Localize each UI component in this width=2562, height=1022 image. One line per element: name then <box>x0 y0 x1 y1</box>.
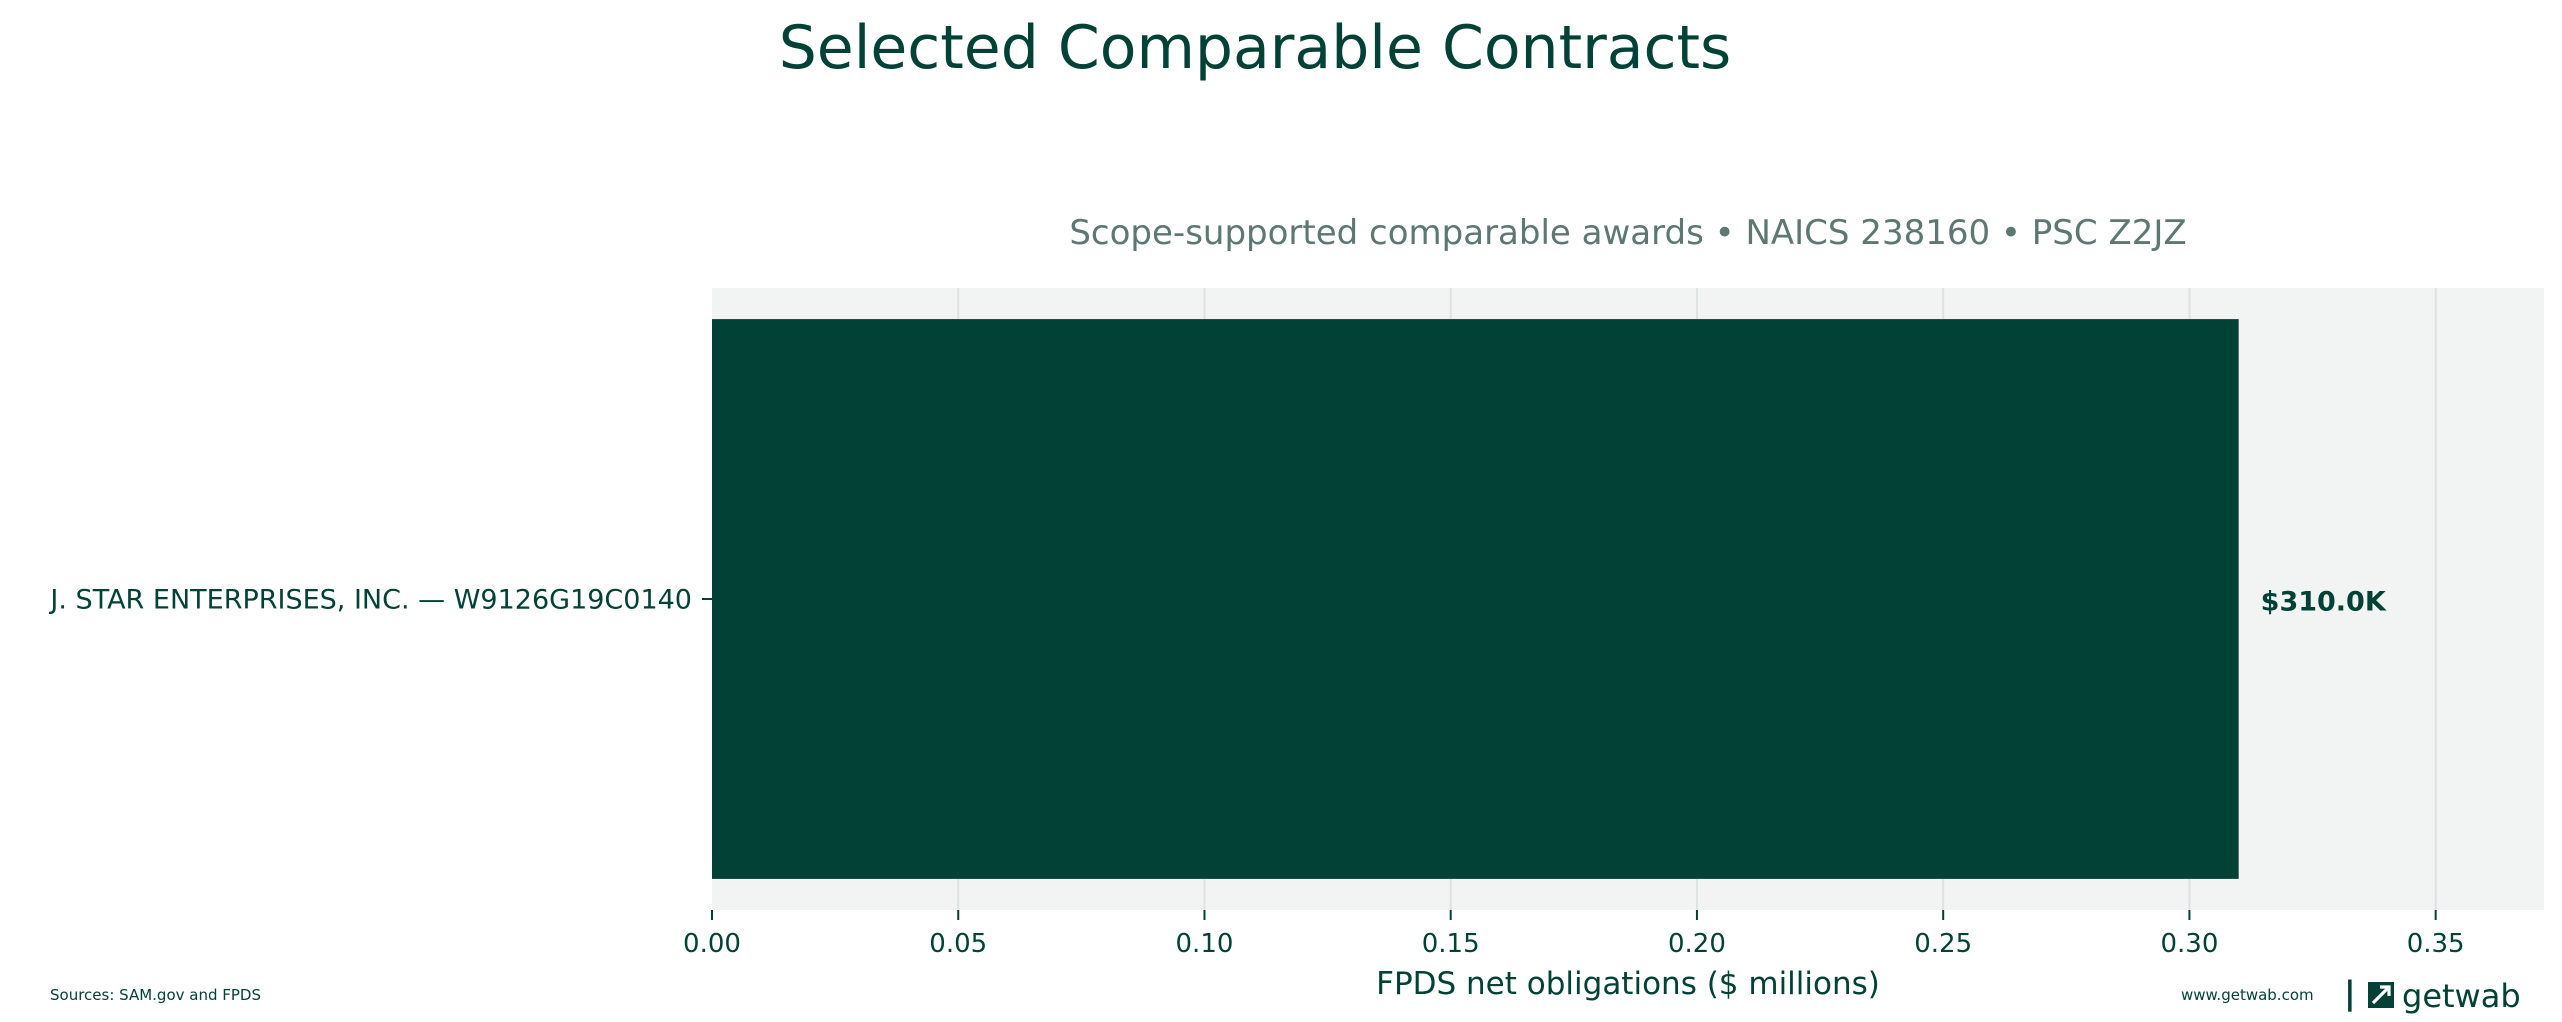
brand-name: getwab <box>2402 977 2521 1015</box>
x-tick-label: 0.20 <box>1668 929 1726 959</box>
bars: $310.0K <box>712 319 2387 879</box>
chart-title: Selected Comparable Contracts <box>779 13 1732 83</box>
getwab-logo-icon <box>2368 982 2394 1008</box>
footer-separator: | <box>2344 974 2356 1013</box>
y-category-label: J. STAR ENTERPRISES, INC. — W9126G19C014… <box>48 585 692 616</box>
y-axis: J. STAR ENTERPRISES, INC. — W9126G19C014… <box>48 585 712 616</box>
bar-value-label: $310.0K <box>2261 587 2387 618</box>
website-link[interactable]: www.getwab.com <box>2181 986 2314 1004</box>
bar <box>712 319 2239 879</box>
x-axis: 0.00 0.05 0.10 0.15 0.20 0.25 0.30 0.35 <box>683 910 2465 959</box>
x-tick-label: 0.30 <box>2160 929 2218 959</box>
x-tick-label: 0.25 <box>1914 929 1972 959</box>
x-tick-label: 0.05 <box>929 929 987 959</box>
sources-note: Sources: SAM.gov and FPDS <box>50 986 261 1004</box>
x-tick-label: 0.15 <box>1422 929 1480 959</box>
x-tick-label: 0.00 <box>683 929 741 959</box>
x-tick-label: 0.10 <box>1176 929 1234 959</box>
x-tick-label: 0.35 <box>2407 929 2465 959</box>
chart-subtitle: Scope-supported comparable awards • NAIC… <box>1069 213 2186 253</box>
x-axis-label: FPDS net obligations ($ millions) <box>1376 966 1880 1002</box>
